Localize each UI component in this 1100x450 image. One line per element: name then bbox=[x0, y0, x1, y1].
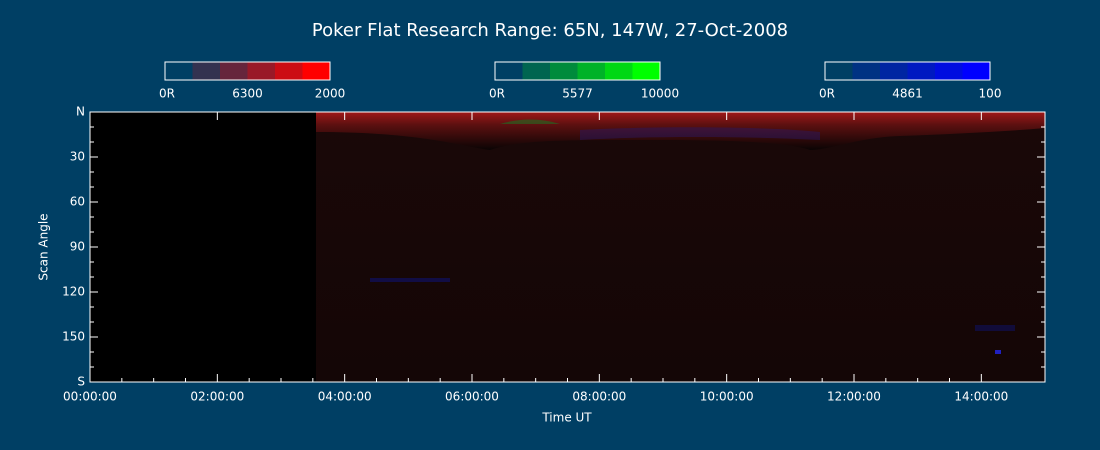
y-tick-label: 30 bbox=[70, 150, 85, 164]
colorbar-name: 5577 bbox=[562, 87, 593, 101]
colorbar-frame bbox=[824, 61, 991, 81]
colorbar-segment bbox=[247, 62, 275, 80]
colorbar-segment bbox=[880, 62, 908, 80]
colorbar-min-label: 0R bbox=[159, 87, 175, 101]
colorbar-segment bbox=[220, 62, 248, 80]
colorbar-segment bbox=[495, 62, 523, 80]
x-axis-label: Time UT bbox=[541, 411, 592, 425]
colorbar-frame bbox=[164, 61, 331, 81]
colorbar-max-label: 2000 bbox=[315, 87, 346, 101]
x-tick-label: 04:00:00 bbox=[318, 390, 372, 404]
colorbar-segment bbox=[852, 62, 880, 80]
colorbar-min-label: 0R bbox=[819, 87, 835, 101]
y-tick-label: 60 bbox=[70, 195, 85, 209]
x-tick-label: 10:00:00 bbox=[700, 390, 754, 404]
x-tick-label: 12:00:00 bbox=[827, 390, 881, 404]
colorbar-frame bbox=[494, 61, 661, 81]
x-tick-label: 14:00:00 bbox=[954, 390, 1008, 404]
x-tick-label: 06:00:00 bbox=[445, 390, 499, 404]
colorbar-segment bbox=[605, 62, 633, 80]
colorbar-name: 4861 bbox=[892, 87, 923, 101]
colorbar-segment bbox=[907, 62, 935, 80]
y-tick-label: 120 bbox=[62, 285, 85, 299]
y-tick-label: S bbox=[77, 375, 85, 389]
colorbar-max-label: 10000 bbox=[641, 87, 679, 101]
colorbar-segment bbox=[522, 62, 550, 80]
colorbar-segment bbox=[192, 62, 220, 80]
y-tick-label: 90 bbox=[70, 240, 85, 254]
colorbar-segment bbox=[577, 62, 605, 80]
colorbar-max-label: 100 bbox=[979, 87, 1002, 101]
colorbar-segment bbox=[302, 62, 330, 80]
colorbar-segment bbox=[632, 62, 660, 80]
chart-title: Poker Flat Research Range: 65N, 147W, 27… bbox=[312, 20, 788, 41]
colorbar-name: 6300 bbox=[232, 87, 263, 101]
colorbar-min-label: 0R bbox=[489, 87, 505, 101]
colorbar-segment bbox=[550, 62, 578, 80]
y-axis-label: Scan Angle bbox=[37, 213, 51, 280]
colorbar-segment bbox=[275, 62, 303, 80]
x-tick-label: 08:00:00 bbox=[572, 390, 626, 404]
x-tick-label: 02:00:00 bbox=[190, 390, 244, 404]
colorbar-segment bbox=[935, 62, 963, 80]
keogram-image bbox=[90, 112, 1045, 382]
y-tick-label: 150 bbox=[62, 330, 85, 344]
colorbar-segment bbox=[825, 62, 853, 80]
x-tick-label: 00:00:00 bbox=[63, 390, 117, 404]
y-tick-label: N bbox=[76, 105, 85, 119]
colorbar-segment bbox=[165, 62, 193, 80]
colorbar-segment bbox=[962, 62, 990, 80]
